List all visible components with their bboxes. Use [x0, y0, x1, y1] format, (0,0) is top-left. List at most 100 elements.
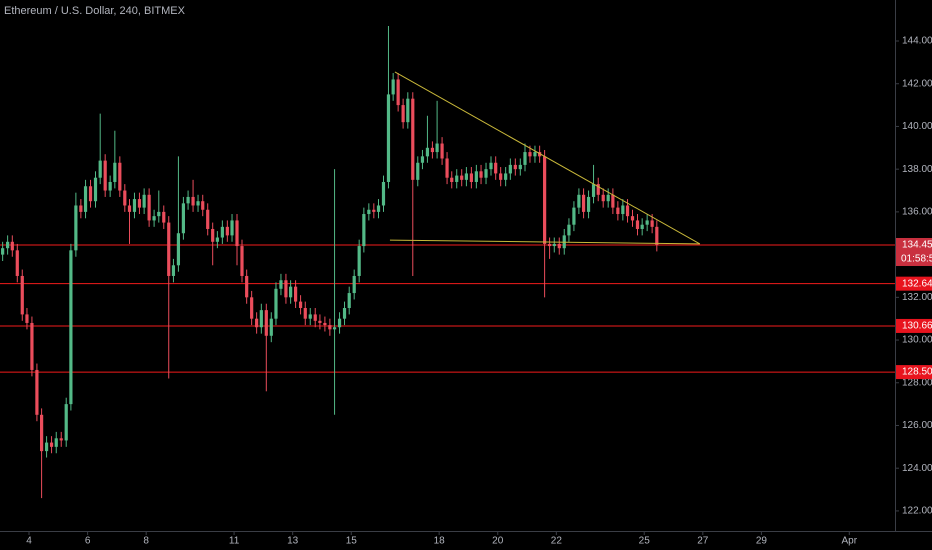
y-tick-label: 126.00 — [902, 420, 932, 431]
candle-body — [635, 220, 640, 229]
x-tick-label: 25 — [639, 536, 651, 547]
candle-body — [425, 147, 430, 157]
price-tag-label: 130.66 — [902, 321, 932, 332]
x-tick-label: 6 — [85, 536, 91, 547]
countdown: 01:58:55 — [901, 254, 932, 265]
candle-body — [396, 79, 400, 106]
candle-body — [152, 216, 156, 221]
candle-body — [337, 318, 342, 328]
candle-body — [455, 175, 459, 182]
candle-body — [318, 320, 322, 323]
candle-body — [367, 209, 371, 215]
candle-body — [113, 162, 117, 182]
candle-body — [274, 288, 278, 319]
candle-body — [83, 186, 88, 212]
x-tick-label: 22 — [551, 536, 563, 547]
candle-body — [79, 205, 83, 212]
candle-body — [494, 162, 498, 174]
y-tick-label: 144.00 — [902, 36, 932, 47]
candle-body — [523, 152, 527, 165]
candle-body — [596, 184, 600, 195]
price-tag-label: 132.64 — [902, 278, 932, 289]
candle-body — [98, 160, 102, 178]
candle-body — [171, 265, 176, 276]
candle-body — [460, 175, 464, 180]
candle-body — [435, 143, 439, 153]
trendline — [389, 239, 700, 245]
candle-body — [157, 211, 161, 217]
candle-body — [289, 286, 293, 298]
y-tick-label: 122.00 — [902, 506, 932, 517]
candle-body — [162, 211, 166, 223]
x-tick-label: Apr — [842, 536, 858, 547]
candle-body — [40, 414, 44, 452]
candle-body — [127, 205, 132, 212]
y-tick-label: 128.00 — [902, 377, 932, 388]
candle-body — [59, 438, 63, 441]
candle-body — [181, 203, 185, 234]
candle-body — [147, 194, 151, 221]
candle-body — [167, 222, 171, 276]
candle-body — [611, 194, 615, 208]
candle-body — [372, 209, 376, 212]
x-tick-label: 13 — [287, 536, 299, 547]
candle-body — [655, 226, 659, 245]
candle-body — [20, 275, 24, 315]
candle-body — [220, 226, 224, 238]
candle-body — [577, 194, 581, 208]
candle-body — [235, 220, 239, 247]
candle-body — [581, 194, 586, 212]
candle-body — [176, 233, 181, 266]
x-tick-label: 15 — [346, 536, 358, 547]
x-tick-label: 18 — [434, 536, 446, 547]
x-tick-label: 8 — [143, 536, 149, 547]
candle-body — [621, 205, 625, 215]
candle-body — [196, 201, 200, 206]
candle-body — [504, 173, 508, 180]
candle-body — [416, 162, 420, 180]
candle-body — [54, 438, 58, 447]
candle-body — [547, 243, 552, 247]
candle-body — [352, 275, 356, 294]
candle-body — [401, 105, 405, 123]
candle-body — [528, 152, 532, 157]
candle-body — [572, 207, 576, 225]
candle-body — [557, 243, 561, 249]
candle-body — [186, 196, 190, 204]
candle-body — [640, 224, 644, 229]
candle-body — [25, 314, 29, 323]
candle-body — [6, 241, 10, 249]
candle-body — [108, 181, 112, 191]
y-tick-label: 130.00 — [902, 335, 932, 346]
price-tag — [896, 365, 932, 380]
candle-body — [313, 314, 317, 321]
candle-body — [230, 220, 234, 236]
candle-body — [357, 246, 361, 276]
candle-body — [386, 94, 391, 182]
x-tick-label: 27 — [697, 536, 709, 547]
candle-body — [625, 205, 630, 217]
candle-body — [391, 79, 395, 95]
candle-body — [93, 177, 98, 202]
x-tick-label: 11 — [229, 536, 240, 547]
candle-body — [479, 171, 483, 178]
candle-body — [650, 220, 654, 227]
candle-body — [323, 322, 327, 326]
chart-title: Ethereum / U.S. Dollar, 240, BITMEX — [4, 5, 186, 17]
candle-body — [533, 152, 537, 157]
y-tick-label: 132.00 — [902, 292, 932, 303]
candle-body — [489, 162, 493, 170]
y-tick-label: 124.00 — [902, 463, 932, 474]
candle-body — [630, 216, 635, 221]
y-tick-label: 140.00 — [902, 121, 932, 132]
candle-body — [15, 250, 19, 276]
candle-body — [44, 442, 49, 452]
candle-body — [499, 173, 503, 180]
y-tick-label: 138.00 — [902, 164, 932, 175]
candle-body — [137, 199, 142, 208]
trendline — [394, 71, 701, 245]
candle-body — [30, 322, 34, 370]
candle-body — [264, 310, 268, 336]
